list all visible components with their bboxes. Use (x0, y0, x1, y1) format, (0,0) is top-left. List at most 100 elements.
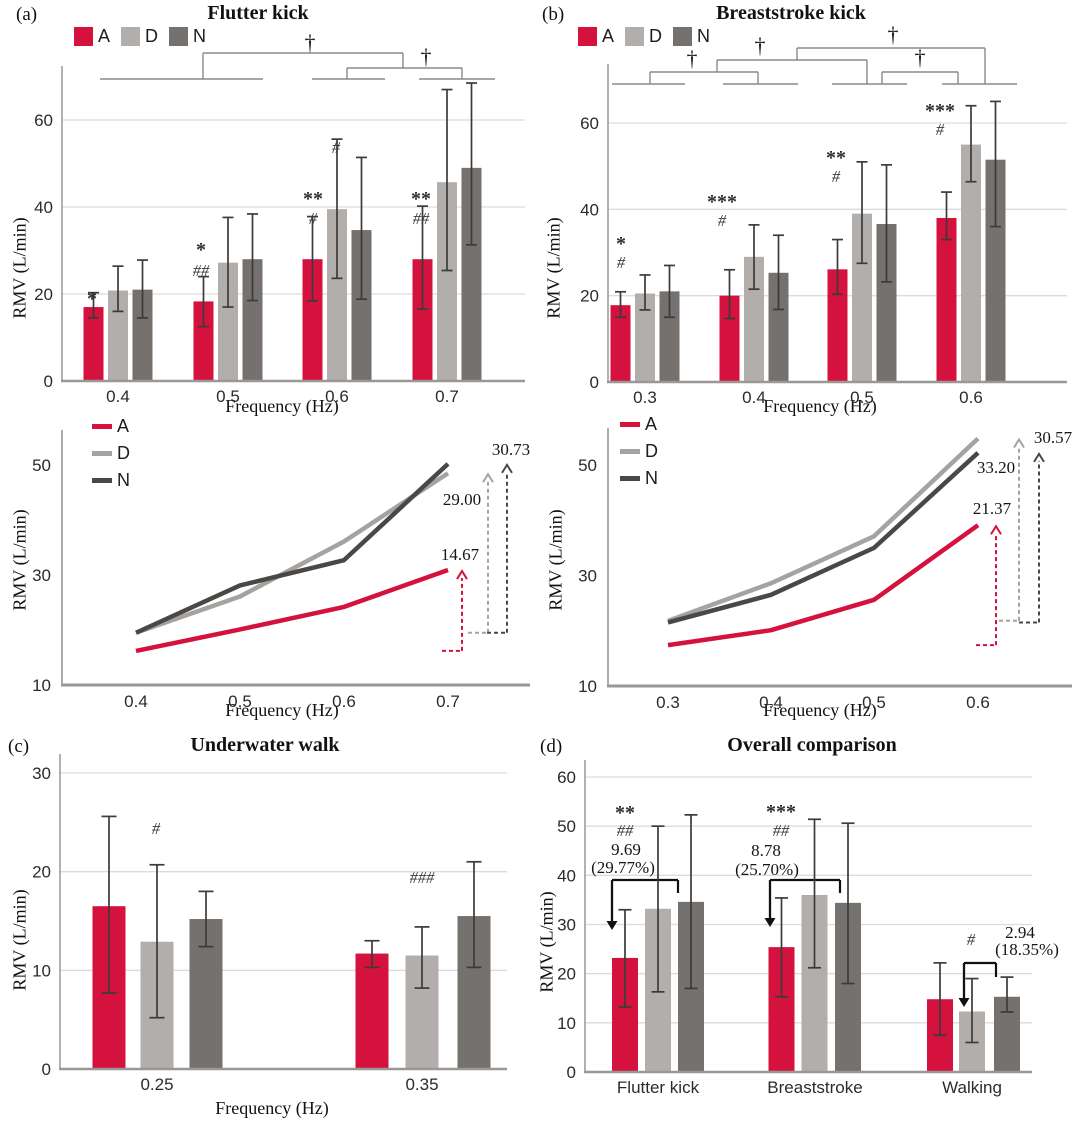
sig-label: # (152, 819, 161, 838)
sig-label: ## (773, 821, 790, 840)
x-tick-label: Walking (942, 1078, 1002, 1097)
sig-label: # (832, 167, 841, 186)
y-tick-label: 10 (32, 676, 51, 695)
panel-flutter-kick-bar: (a) Flutter kick RMV (L/min) Frequency (… (0, 0, 540, 420)
legend-item-A: A (74, 26, 110, 47)
dagger-symbol: † (755, 33, 766, 58)
x-axis-title: Frequency (Hz) (225, 396, 339, 416)
y-tick-label: 30 (557, 916, 576, 935)
x-axis-title: Frequency (Hz) (763, 396, 877, 416)
annotation-value: 14.67 (441, 545, 480, 564)
legend-swatch-N (620, 476, 640, 481)
chart-overall-comparison-bar: 0 10 20 30 40 50 60 Flutter kick Breaststroke Wal… (557, 760, 1059, 1097)
bar-D-0.4 (108, 290, 128, 381)
legend-item-A: A (578, 26, 614, 47)
panel-label: (d) (540, 736, 563, 757)
comparison-arrowhead (764, 918, 776, 927)
panel-overall-comparison-bar: (d) Overall comparison RMV (L/min) 0 10 20… (537, 730, 1080, 1122)
sig-label: ## (413, 209, 430, 228)
x-tick-label: 0.7 (435, 387, 459, 406)
y-tick-label: 40 (34, 198, 53, 217)
sig-label: # (967, 930, 976, 949)
bar-N-0.5 (876, 224, 897, 382)
bar-D-0.7 (437, 182, 457, 381)
x-tick-label: 0.7 (436, 692, 460, 711)
y-tick-label: 0 (44, 372, 53, 391)
legend-swatch-D (620, 449, 640, 454)
sig-label: 9.69 (611, 840, 641, 859)
legend-item-D: D (620, 441, 658, 462)
annotation-value: 30.57 (1034, 428, 1073, 447)
annotation-value: 33.20 (977, 458, 1015, 477)
sig-label: 2.94 (1005, 923, 1035, 942)
legend-label-N: N (645, 468, 658, 488)
legend-item-D: D (121, 26, 158, 47)
legend-label-D: D (145, 26, 159, 46)
sig-label: *** (707, 191, 737, 213)
legend-label-N: N (193, 26, 207, 46)
x-tick-label: 0.6 (325, 387, 349, 406)
line-series-D (667, 436, 980, 623)
legend-item-N: N (673, 26, 710, 47)
sig-label: # (332, 138, 341, 157)
dagger-symbol: † (915, 45, 926, 70)
sig-label: (18.35%) (995, 940, 1059, 959)
annotation-arrowhead (501, 463, 513, 474)
y-tick-label: 60 (34, 111, 53, 130)
chart-breaststroke-kick-line: 10 30 50 0.3 0.4 0.5 0.6 21.37 33.20 30.57 (578, 428, 1073, 712)
y-tick-label: 10 (32, 961, 51, 980)
bar-A-0.35 (355, 953, 389, 1069)
bar-A-0.6 (302, 259, 323, 381)
y-tick-label: 50 (557, 817, 576, 836)
legend-label-A: A (117, 416, 130, 436)
x-tick-label: 0.3 (656, 693, 680, 712)
sig-label: 8.78 (751, 841, 781, 860)
legend-label-A: A (602, 26, 615, 46)
sig-label: ## (617, 821, 634, 840)
bar-A-0.3 (610, 305, 631, 382)
annotation-value: 30.73 (492, 440, 530, 459)
x-tick-label: 0.5 (228, 692, 252, 711)
y-tick-label: 30 (32, 566, 51, 585)
panel-underwater-walk-bar: (c) Underwater walk RMV (L/min) Frequenc… (0, 730, 540, 1122)
sig-label: * (616, 233, 626, 255)
legend-swatch-D (121, 27, 141, 46)
sig-label: # (718, 211, 727, 230)
bar-N-0.4 (132, 289, 153, 381)
y-tick-label: 20 (557, 965, 576, 984)
line-series-N (667, 451, 980, 625)
bar-A-0.7 (412, 259, 433, 381)
x-tick-label: 0.6 (332, 692, 356, 711)
y-tick-label: 30 (32, 764, 51, 783)
sig-label: ** (826, 147, 846, 169)
x-tick-label: 0.3 (633, 388, 657, 407)
panel-title: Flutter kick (207, 2, 309, 24)
legend-label-A: A (645, 414, 658, 434)
legend-item-N: N (169, 26, 206, 47)
bar-N-0.7 (461, 167, 482, 381)
x-tick-label: 0.35 (405, 1075, 438, 1094)
bar-D-0.4 (744, 256, 764, 382)
dagger-symbol: † (687, 46, 698, 71)
annotation-value: 21.37 (973, 499, 1012, 518)
bar-D-0.5 (852, 213, 872, 382)
legend-label-N: N (697, 26, 711, 46)
bar-D-0.6 (961, 144, 981, 382)
legend-swatch-A (92, 424, 112, 429)
legend-label-D: D (649, 26, 663, 46)
sig-label: # (936, 120, 945, 139)
comparison-arrowhead (958, 998, 970, 1007)
legend-swatch-N (92, 478, 112, 483)
sig-label: # (309, 209, 318, 228)
panel-title: Breaststroke kick (716, 2, 866, 24)
panel-title: Overall comparison (727, 734, 897, 756)
sig-label: *** (766, 801, 796, 823)
legend-swatch-D (92, 451, 112, 456)
